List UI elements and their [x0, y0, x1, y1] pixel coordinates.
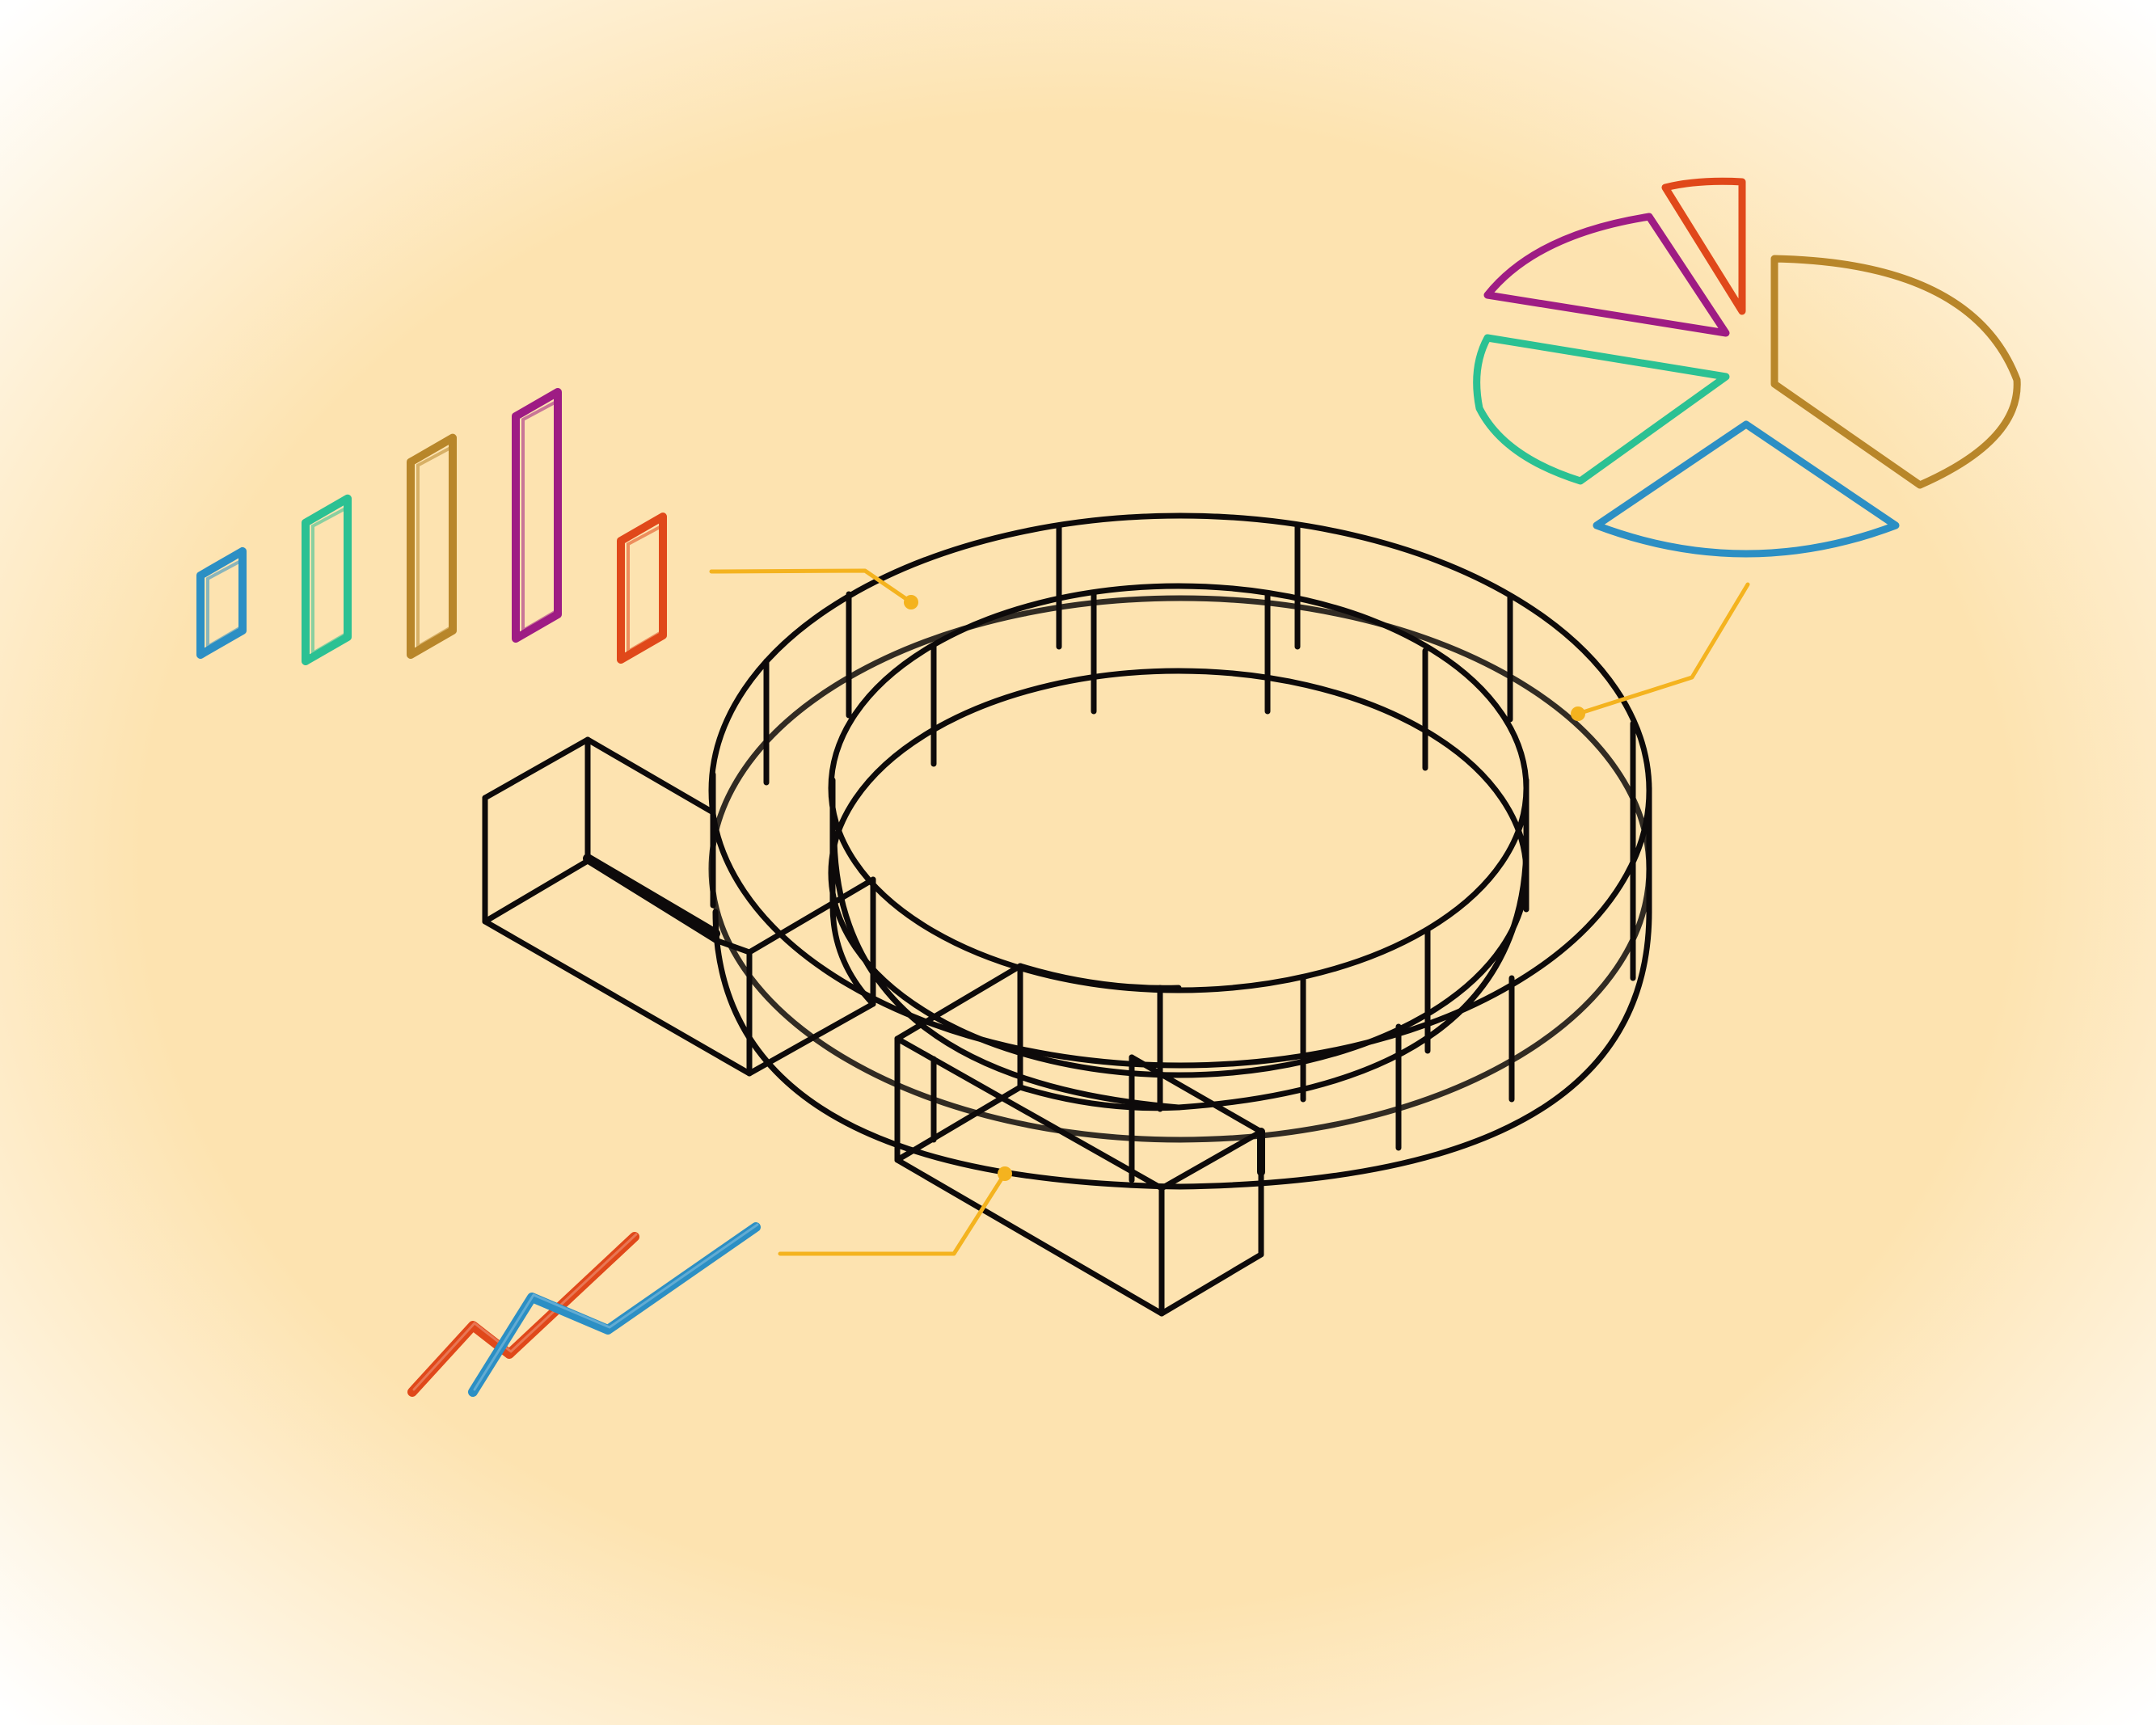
callout-line-right: [1576, 582, 1750, 716]
ring-outer-bottom: [712, 909, 1652, 1190]
ring-mid-top: [828, 668, 1529, 1078]
pie-slice: [1770, 255, 2021, 489]
pie-slice: [1593, 420, 1900, 558]
line-series-highlight: [473, 1223, 759, 1391]
line-series: [468, 1222, 761, 1397]
callout-line-bottom: [778, 1171, 1007, 1256]
pie-slice: [1483, 213, 1730, 337]
bar: [407, 433, 457, 659]
bar: [302, 494, 352, 665]
isometric-bar-chart-icon: [196, 388, 667, 665]
pie-slice: [1661, 177, 1746, 315]
callout-dot-top: [904, 595, 918, 609]
bar: [196, 546, 247, 659]
pie-slice: [1473, 334, 1730, 485]
bar: [617, 512, 667, 664]
handle-left-block: [482, 736, 876, 1077]
line-chart-icon: [407, 1222, 761, 1397]
handle-front-block: [894, 963, 1265, 1317]
line-series: [407, 1232, 639, 1397]
ring-mid-outer: [708, 595, 1652, 1143]
exploded-pie-chart-icon: [1473, 177, 2021, 558]
callout-line-top: [709, 568, 913, 605]
callout-dot-bottom: [998, 1166, 1012, 1181]
callout-lines: [709, 568, 1750, 1256]
wireframe-magnifier-icon: [482, 512, 1652, 1317]
line-series-highlight: [412, 1233, 638, 1391]
ring-ribs: [763, 522, 1636, 1151]
callout-dot-right: [1571, 706, 1585, 721]
bar: [512, 388, 562, 643]
